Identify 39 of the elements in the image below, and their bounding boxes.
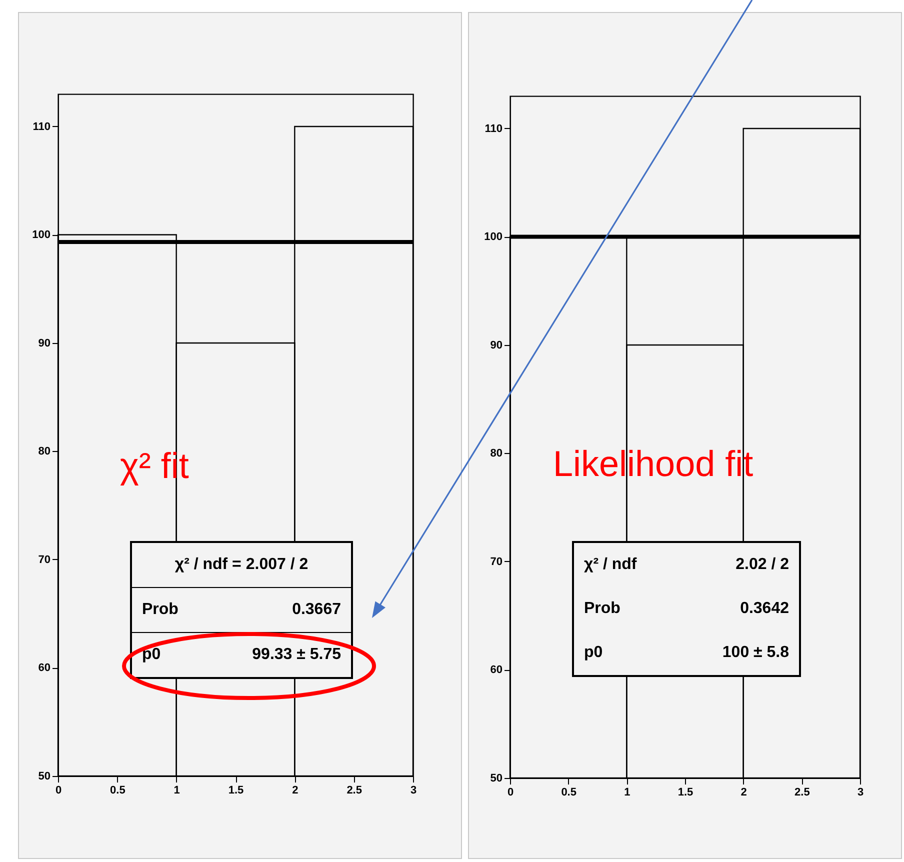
annotation: Prob (584, 600, 620, 618)
y-tick-label: 60 (490, 664, 502, 676)
x-tick-label: 1 (624, 786, 630, 798)
y-tick-label: 90 (38, 337, 50, 350)
annotation: 0.3667 (292, 601, 341, 619)
annotation: χ² / ndf (584, 556, 637, 574)
x-tick-label: 3 (857, 786, 864, 798)
y-tick-label: 90 (490, 339, 502, 352)
y-tick-label: 70 (490, 556, 502, 568)
annotation: p0 (142, 646, 161, 664)
annotation: 2.02 / 2 (736, 556, 789, 574)
x-tick-label: 1.5 (228, 784, 244, 796)
y-tick-label: 110 (484, 122, 502, 135)
y-tick-label: 50 (38, 770, 50, 782)
x-tick-label: 0 (55, 784, 62, 796)
y-tick-label: 80 (490, 448, 502, 460)
annotation: 0.3642 (740, 600, 789, 618)
annotation: p0 (584, 644, 603, 662)
y-tick-label: 110 (32, 120, 50, 133)
annotation: 99.33 ± 5.75 (252, 646, 341, 664)
y-tick-label: 80 (38, 446, 50, 458)
annotation: χ² / ndf = 2.007 / 2 (174, 556, 308, 574)
x-tick-label: 2 (740, 786, 747, 798)
x-tick-label: 0.5 (561, 786, 576, 798)
x-tick-label: 0 (507, 786, 514, 798)
x-tick-label: 1.5 (678, 786, 694, 798)
x-tick-label: 1 (174, 784, 180, 796)
y-tick-label: 50 (490, 772, 502, 784)
x-tick-label: 2.5 (794, 786, 810, 798)
y-tick-label: 60 (38, 662, 50, 674)
x-tick-label: 0.5 (110, 784, 126, 796)
annotation: 100 ± 5.8 (722, 644, 789, 662)
x-tick-label: 2 (292, 784, 298, 796)
annotation: Prob (142, 601, 178, 619)
x-tick-label: 2.5 (346, 784, 362, 796)
y-tick-label: 70 (38, 554, 50, 566)
x-tick-label: 3 (410, 784, 417, 796)
y-tick-label: 100 (32, 229, 50, 242)
y-tick-label: 100 (484, 231, 502, 244)
